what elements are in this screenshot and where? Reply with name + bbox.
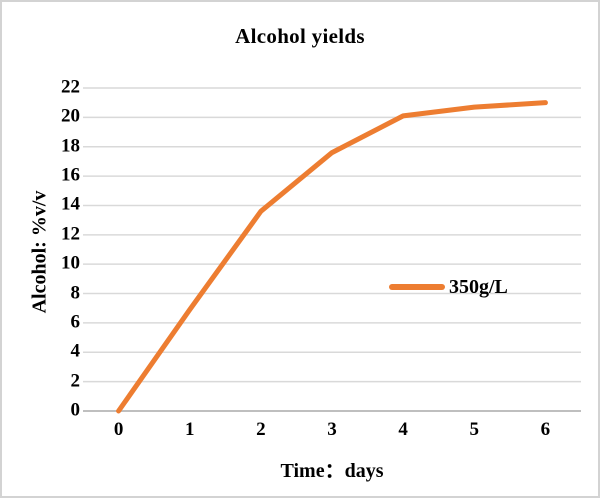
y-tick-label: 20 xyxy=(61,106,80,128)
x-axis-title: Time：days xyxy=(280,460,384,482)
y-tick-label: 10 xyxy=(61,252,80,274)
y-tick-label: 18 xyxy=(61,135,80,157)
x-tick-label: 2 xyxy=(256,419,266,440)
y-tick-label: 22 xyxy=(61,76,80,98)
y-axis-title: Alcohol: %v/v xyxy=(28,190,51,314)
x-tick-label: 6 xyxy=(540,419,551,440)
y-tick-label: 16 xyxy=(61,164,80,186)
x-tick-label: 4 xyxy=(398,419,408,440)
chart-title: Alcohol yields xyxy=(235,24,365,48)
series-line-350gL xyxy=(116,100,548,414)
y-axis-tick-labels: 0 2 4 6 8 10 12 14 16 18 20 22 xyxy=(2,2,80,496)
y-tick-label: 4 xyxy=(70,341,81,363)
legend-label: 350g/L xyxy=(449,276,508,298)
legend: 350g/L xyxy=(389,277,508,297)
x-tick-label: 3 xyxy=(327,419,337,440)
x-tick-label: 5 xyxy=(469,419,480,440)
x-tick-label: 1 xyxy=(184,419,195,440)
y-tick-label: 6 xyxy=(70,311,81,333)
y-tick-label: 0 xyxy=(70,399,81,421)
y-tick-label: 2 xyxy=(70,370,81,392)
x-tick-label: 0 xyxy=(113,419,124,440)
y-tick-label: 14 xyxy=(61,194,80,216)
legend-line-swatch xyxy=(389,284,445,290)
y-tick-label: 12 xyxy=(61,223,80,245)
y-tick-label: 8 xyxy=(70,282,81,304)
